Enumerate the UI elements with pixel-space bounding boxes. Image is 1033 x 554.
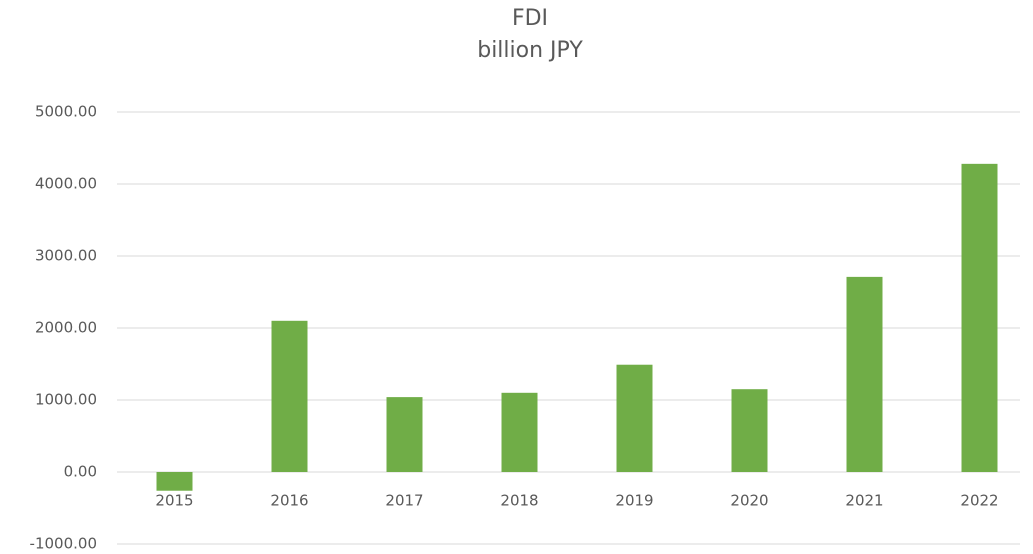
chart-title: FDI <box>512 6 548 31</box>
y-tick-label: 3000.00 <box>35 247 97 265</box>
bar <box>616 364 653 472</box>
x-tick-label: 2016 <box>270 492 308 510</box>
bar <box>846 276 883 472</box>
x-tick-label: 2017 <box>385 492 423 510</box>
y-tick-label: 2000.00 <box>35 319 97 337</box>
y-tick-label: 1000.00 <box>35 391 97 409</box>
x-tick-label: 2015 <box>155 492 193 510</box>
x-tick-label: 2018 <box>500 492 538 510</box>
x-tick-label: 2022 <box>960 492 998 510</box>
x-tick-label: 2019 <box>615 492 653 510</box>
x-tick-label: 2020 <box>730 492 768 510</box>
bar <box>386 397 423 472</box>
bar <box>156 472 193 491</box>
bar <box>501 392 538 472</box>
y-tick-label: 0.00 <box>64 463 97 481</box>
chart-subtitle: billion JPY <box>477 38 583 63</box>
bar <box>731 389 768 472</box>
bar <box>271 320 308 472</box>
bar <box>961 163 998 472</box>
y-tick-label: 4000.00 <box>35 175 97 193</box>
x-tick-label: 2021 <box>845 492 883 510</box>
y-tick-label: -1000.00 <box>30 535 97 553</box>
y-tick-label: 5000.00 <box>35 103 97 121</box>
